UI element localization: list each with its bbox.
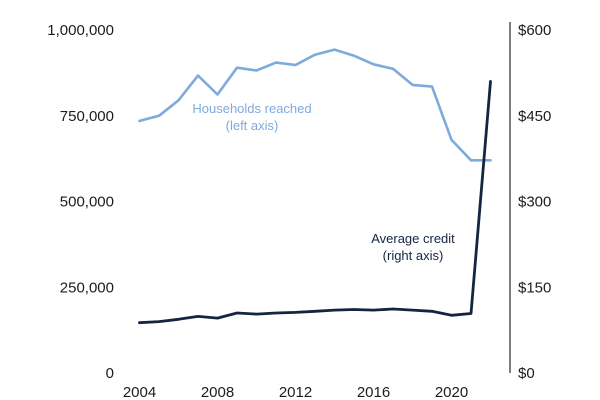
x-axis-tick-label: 2020	[435, 384, 468, 400]
households-reached-line	[138, 48, 492, 162]
right-axis-tick-labels: $0 $150 $300 $450 $600	[518, 22, 551, 382]
right-axis-tick-label: $150	[518, 279, 551, 296]
households-annotation-line2: (left axis)	[226, 118, 279, 133]
left-axis-tick-label: 250,000	[60, 279, 114, 296]
average-credit-annotation-line2: (right axis)	[383, 248, 444, 263]
households-annotation-line1: Households reached	[192, 101, 311, 116]
x-axis-tick-labels: 2004 2008 2012 2016 2020	[123, 384, 468, 400]
x-axis-tick-label: 2008	[201, 384, 234, 400]
average-credit-annotation-line1: Average credit	[371, 231, 455, 246]
right-axis-tick-label: $0	[518, 365, 535, 382]
left-axis-tick-label: 1,000,000	[47, 22, 114, 39]
left-axis-tick-labels: 0 250,000 500,000 750,000 1,000,000	[47, 22, 114, 382]
left-axis-tick-label: 0	[106, 365, 114, 382]
left-axis-tick-label: 750,000	[60, 108, 114, 125]
plot-area	[138, 48, 492, 325]
x-axis-tick-label: 2016	[357, 384, 390, 400]
x-axis-tick-label: 2012	[279, 384, 312, 400]
right-axis-tick-label: $600	[518, 22, 551, 39]
average-credit-line	[138, 80, 492, 325]
x-axis-tick-label: 2004	[123, 384, 156, 400]
right-axis-tick-label: $300	[518, 194, 551, 211]
left-axis-tick-label: 500,000	[60, 194, 114, 211]
right-axis-tick-label: $450	[518, 108, 551, 125]
